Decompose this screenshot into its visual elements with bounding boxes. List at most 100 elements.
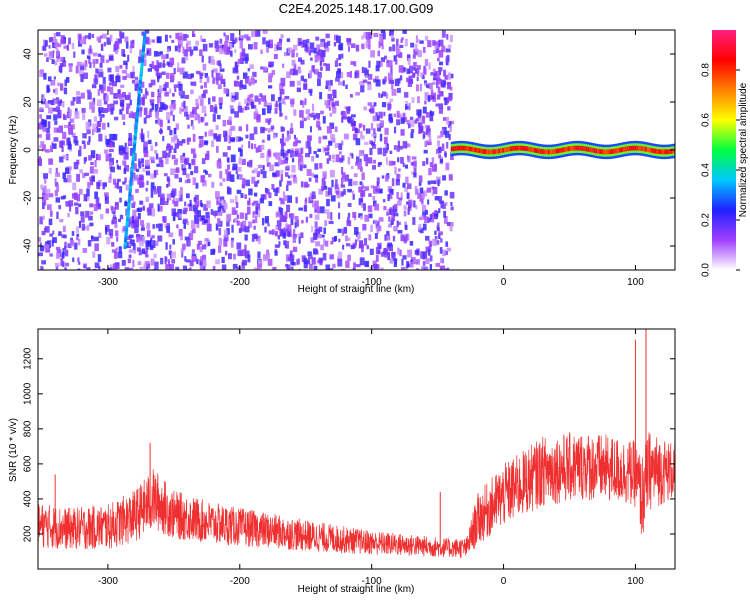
spectral-cell (170, 251, 173, 259)
spectral-cell (326, 158, 330, 164)
spectral-cell (184, 106, 188, 112)
spectral-cell (57, 101, 62, 106)
spectral-cell (422, 106, 427, 114)
spectral-cell (387, 242, 393, 247)
spectral-cell (257, 164, 263, 169)
spectral-cell (284, 211, 288, 220)
spectral-cell (276, 45, 280, 50)
spectral-cell (257, 264, 262, 270)
spectral-cell (113, 263, 118, 270)
spectral-cell (158, 130, 163, 134)
spectral-cell (445, 48, 451, 53)
spectral-cell (323, 185, 328, 190)
spectral-cell (367, 205, 373, 213)
spectral-cell (106, 104, 111, 112)
spectral-cell (200, 35, 203, 42)
spectral-cell (128, 136, 132, 141)
spectral-cell (439, 158, 444, 163)
spectral-cell (137, 177, 142, 185)
streak-cell (131, 156, 135, 161)
spectral-cell (327, 99, 331, 106)
spectral-cell (91, 101, 95, 109)
carrier-core-cell (656, 149, 660, 154)
spectral-cell (206, 200, 211, 209)
spectral-cell (82, 247, 88, 253)
spectral-cell (164, 223, 168, 228)
spectral-cell (327, 93, 333, 99)
streak-cell (124, 236, 128, 242)
spectral-cell (244, 250, 250, 259)
spectral-cell (263, 254, 268, 261)
spectral-cell (424, 100, 427, 105)
spectral-cell (403, 210, 407, 217)
spectral-cell (128, 267, 134, 270)
spectral-cell (292, 228, 296, 235)
spectral-cell (191, 256, 197, 261)
spectral-cell (409, 240, 414, 246)
spectral-cell (84, 65, 87, 71)
streak-cell (134, 124, 138, 130)
spectral-cell (89, 45, 92, 54)
spectral-cell (176, 224, 179, 229)
spectral-cell (245, 179, 250, 187)
carrier-core-cell (539, 148, 543, 154)
spectral-cell (354, 239, 357, 246)
spectral-cell (151, 208, 156, 217)
spectral-cell (294, 137, 298, 146)
spectral-cell (191, 158, 196, 166)
spectral-cell (200, 256, 203, 262)
spectral-cell (56, 48, 59, 57)
spectral-cell (197, 117, 201, 124)
spectral-cell (380, 30, 386, 34)
spectral-cell (446, 141, 449, 149)
spectral-cell (58, 231, 62, 236)
carrier-core-cell (502, 147, 505, 153)
spectral-cell (105, 208, 109, 214)
carrier-core-cell (611, 149, 614, 154)
colorbar: 0.00.20.40.60.8 Normalized spectral ampl… (701, 30, 749, 277)
spectral-cell (239, 148, 243, 157)
spectral-cell (425, 246, 430, 253)
spectral-cell (167, 126, 171, 131)
spectral-cell (409, 116, 414, 120)
spectral-cell (100, 89, 105, 94)
spectral-cell (133, 219, 138, 227)
spectral-cell (341, 228, 345, 236)
spectral-cell (397, 221, 401, 226)
spectral-cell (78, 188, 83, 195)
spectral-cell (43, 173, 49, 179)
spectral-cell (406, 77, 410, 83)
spectral-cell (338, 81, 343, 86)
spectral-cell (235, 136, 239, 142)
spectral-cell (226, 228, 230, 235)
spectral-cell (328, 141, 333, 146)
spectral-cell (230, 33, 235, 42)
spectral-cell (360, 202, 364, 208)
spectral-cell (242, 84, 247, 90)
spectral-cell (287, 256, 292, 261)
spectral-cell (414, 249, 419, 255)
spectral-cell (383, 136, 388, 145)
spectral-cell (158, 205, 163, 212)
carrier-core-cell (662, 149, 666, 155)
spectral-cell (413, 172, 417, 178)
spectral-cell (44, 244, 50, 249)
spectral-cell (136, 247, 141, 252)
spectral-cell (113, 250, 118, 259)
spectral-cell (378, 40, 381, 49)
spectral-cell (274, 250, 278, 256)
spectral-cell (308, 49, 312, 56)
spectral-cell (437, 135, 441, 139)
spectral-cell (263, 100, 267, 107)
spectral-cell (171, 39, 175, 43)
spectral-cell (315, 241, 318, 246)
spectral-cell (359, 257, 365, 266)
spectral-cell (56, 185, 60, 192)
spectral-cell (123, 60, 128, 66)
spectral-cell (238, 37, 242, 41)
spectral-cell (100, 43, 104, 51)
spectral-cell (286, 228, 291, 237)
spectral-cell (271, 69, 276, 76)
spectral-cell (173, 84, 179, 88)
spectral-cell (379, 61, 383, 67)
